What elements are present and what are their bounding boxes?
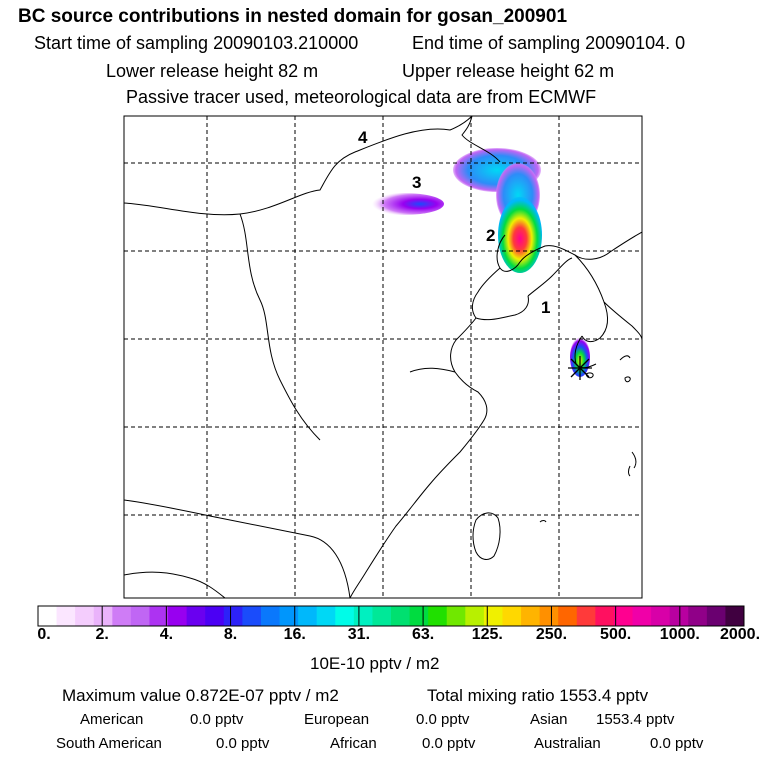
colorbar-tick-label: 31.	[347, 626, 371, 643]
australian-value: 0.0 pptv	[650, 735, 704, 752]
colorbar-swatch	[242, 606, 262, 626]
asterisk-marker	[568, 356, 592, 380]
colorbar-tick-label: 500.	[600, 626, 632, 643]
colorbar-tick-label: 8.	[223, 626, 238, 643]
colorbar-swatch	[186, 606, 206, 626]
asian-label: Asian	[530, 711, 568, 728]
region-label-2: 2	[486, 226, 495, 245]
colorbar-swatch	[502, 606, 522, 626]
colorbar-swatch	[223, 606, 243, 626]
colorbar-swatch	[465, 606, 485, 626]
colorbar-swatch	[93, 606, 113, 626]
colorbar-swatch	[558, 606, 578, 626]
graticule	[124, 116, 642, 598]
colorbar-tick-label: 2.	[95, 626, 109, 643]
concentration-field	[364, 148, 590, 377]
colorbar-swatch	[613, 606, 634, 626]
colorbar-swatch	[205, 606, 225, 626]
colorbar-unit: 10E-10 pptv / m2	[310, 654, 440, 673]
colorbar-swatch	[595, 606, 615, 626]
colorbar-swatch	[38, 606, 58, 626]
colorbar-swatch	[669, 606, 689, 626]
colorbar-swatch	[279, 606, 299, 626]
tracer-note: Passive tracer used, meteorological data…	[126, 87, 597, 107]
colorbar-swatch	[483, 606, 503, 626]
colorbar-swatch	[706, 606, 726, 626]
lower-release-label: Lower release height 82 m	[106, 61, 319, 81]
south-american-label: South American	[56, 735, 162, 752]
colorbar-swatch	[316, 606, 336, 626]
region-label-4: 4	[358, 128, 368, 147]
colorbar-swatch	[521, 606, 541, 626]
max-value: Maximum value 0.872E-07 pptv / m2	[62, 686, 339, 705]
colorbar	[37, 605, 745, 627]
australian-label: Australian	[534, 735, 601, 752]
end-time-label: End time of sampling 20090104. 0	[412, 33, 686, 53]
colorbar-swatch	[130, 606, 150, 626]
european-value: 0.0 pptv	[416, 711, 470, 728]
colorbar-swatch	[446, 606, 466, 626]
colorbar-tick-label: 1000.	[659, 626, 700, 643]
upper-release-label: Upper release height 62 m	[402, 61, 615, 81]
south-american-value: 0.0 pptv	[216, 735, 270, 752]
colorbar-tick-label: 125.	[471, 626, 503, 643]
colorbar-swatch	[56, 606, 76, 626]
colorbar-swatch	[168, 606, 188, 626]
american-value: 0.0 pptv	[190, 711, 244, 728]
colorbar-swatch	[372, 606, 392, 626]
total-mixing-ratio: Total mixing ratio 1553.4 pptv	[427, 686, 649, 705]
start-time-label: Start time of sampling 20090103.210000	[34, 33, 359, 53]
african-value: 0.0 pptv	[422, 735, 476, 752]
colorbar-swatch	[539, 606, 559, 626]
colorbar-swatch	[149, 606, 169, 626]
colorbar-tick-label: 4.	[159, 626, 174, 643]
colorbar-swatch	[75, 606, 95, 626]
colorbar-swatch	[651, 606, 671, 626]
region-label-1: 1	[541, 298, 550, 317]
colorbar-tick-label: 2000.	[719, 626, 761, 643]
colorbar-swatch	[428, 606, 448, 626]
colorbar-swatch	[260, 606, 281, 626]
colorbar-swatch	[576, 606, 596, 626]
colorbar-swatch	[298, 606, 318, 626]
map-title: BC source contributions in nested domain…	[18, 6, 568, 27]
african-label: African	[330, 735, 377, 752]
colorbar-swatch	[335, 606, 355, 626]
region-label-3: 3	[412, 173, 421, 192]
colorbar-tick-label: 0.	[37, 626, 51, 643]
colorbar-border	[37, 605, 745, 627]
colorbar-swatch	[725, 606, 745, 626]
colorbar-tick-label: 16.	[283, 626, 306, 643]
colorbar-swatch	[353, 606, 373, 626]
colorbar-swatch	[632, 606, 652, 626]
colorbar-swatch	[409, 606, 429, 626]
colorbar-tick-label: 250.	[535, 626, 568, 643]
colorbar-swatch	[688, 606, 708, 626]
colorbar-tick-label: 63.	[411, 626, 435, 643]
american-label: American	[80, 711, 144, 728]
european-label: European	[304, 711, 370, 728]
asian-value: 1553.4 pptv	[596, 711, 675, 728]
colorbar-swatch	[112, 606, 132, 626]
colorbar-swatch	[391, 606, 411, 626]
coastlines	[124, 116, 642, 598]
